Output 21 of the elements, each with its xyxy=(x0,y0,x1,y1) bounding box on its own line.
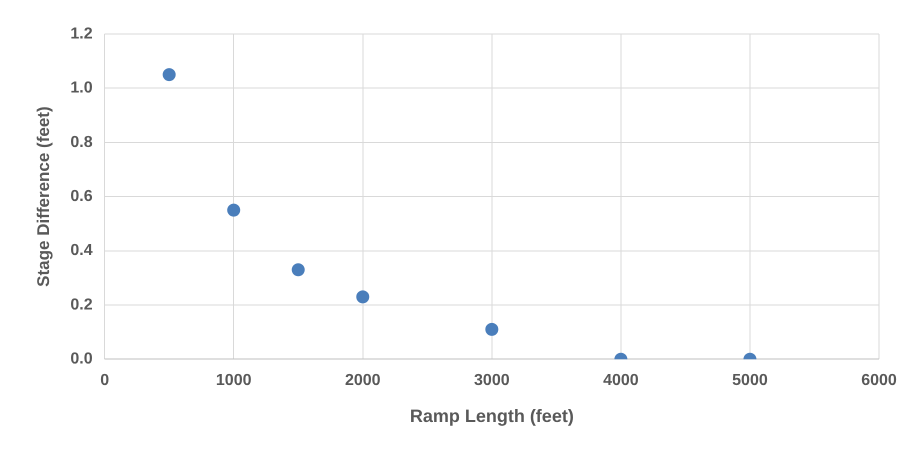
x-tick-label: 5000 xyxy=(732,372,768,390)
x-tick-label: 4000 xyxy=(603,372,639,390)
point xyxy=(227,204,240,217)
x-tick-label: 3000 xyxy=(474,372,510,390)
y-tick-label: 1.0 xyxy=(70,80,93,97)
x-tick-label: 2000 xyxy=(344,372,381,390)
point xyxy=(292,263,305,276)
y-tick-label: 1.2 xyxy=(70,25,93,42)
x-axis-title: Ramp Length (feet) xyxy=(410,406,574,426)
y-tick-label: 0.4 xyxy=(70,242,93,260)
x-tick-label: 1000 xyxy=(216,372,252,390)
y-tick-label: 0.6 xyxy=(70,188,93,206)
y-axis-title: Stage Difference (feet) xyxy=(34,106,53,287)
y-tick-label: 0.0 xyxy=(70,350,93,368)
point xyxy=(162,68,176,82)
point xyxy=(485,322,498,336)
point xyxy=(356,290,370,304)
x-tick-label: 0 xyxy=(100,372,110,390)
y-tick-label: 0.8 xyxy=(70,134,93,151)
x-tick-label: 6000 xyxy=(861,372,897,390)
y-tick-label: 0.2 xyxy=(70,296,93,314)
